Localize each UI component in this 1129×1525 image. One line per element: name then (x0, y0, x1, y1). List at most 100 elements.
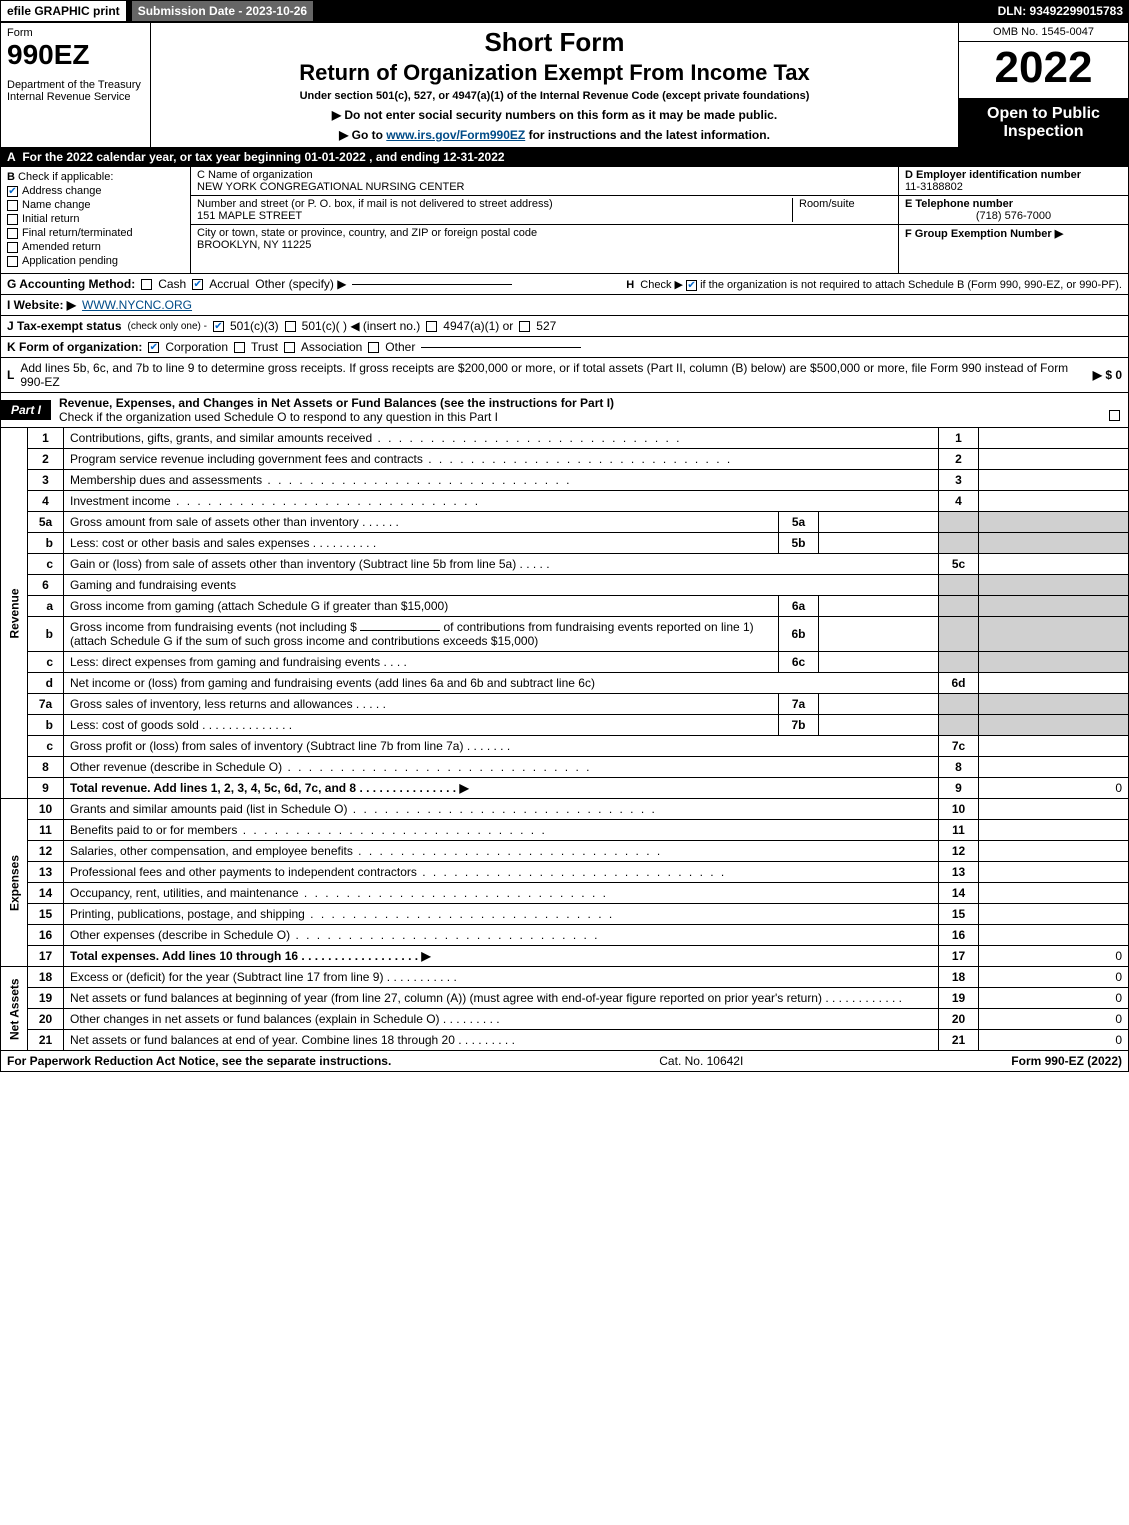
line-num: 10 (28, 799, 64, 820)
line-rnum: 8 (939, 757, 979, 778)
checkbox-icon[interactable] (285, 321, 296, 332)
row-g: G Accounting Method: Cash ✔Accrual Other… (1, 274, 1128, 295)
col-b-caption: Check if applicable: (18, 171, 113, 183)
line-rval (979, 757, 1129, 778)
line-rnum: 14 (939, 883, 979, 904)
checkbox-icon[interactable]: ✔ (192, 279, 203, 290)
line-rval: 0 (979, 946, 1129, 967)
checkbox-icon[interactable] (368, 342, 379, 353)
chk-application-pending[interactable]: Application pending (7, 255, 184, 267)
row-j: J Tax-exempt status (check only one) - ✔… (1, 316, 1128, 337)
line-num: 2 (28, 449, 64, 470)
line-text: Gross income from gaming (attach Schedul… (64, 596, 779, 617)
row-a: A For the 2022 calendar year, or tax yea… (0, 148, 1129, 167)
line-midbox: 6c (779, 652, 819, 673)
line-rval (979, 470, 1129, 491)
line-text: Gaming and fundraising events (64, 575, 939, 596)
checkbox-icon[interactable] (519, 321, 530, 332)
line-rval-gray (979, 533, 1129, 554)
line-midbox: 7b (779, 715, 819, 736)
line-text: Gross profit or (loss) from sales of inv… (64, 736, 939, 757)
line-4: 4 Investment income 4 (1, 491, 1129, 512)
blank-line[interactable] (360, 630, 440, 631)
checkbox-icon[interactable]: ✔ (686, 280, 697, 291)
line-midval (819, 596, 939, 617)
line-15: 15 Printing, publications, postage, and … (1, 904, 1129, 925)
line-rnum-gray (939, 596, 979, 617)
row-h-text1: Check ▶ (640, 279, 683, 291)
checkbox-icon[interactable]: ✔ (148, 342, 159, 353)
line-rval-gray (979, 512, 1129, 533)
checkbox-icon[interactable] (1109, 410, 1120, 421)
chk-amended-return[interactable]: Amended return (7, 241, 184, 253)
line-rval-gray (979, 652, 1129, 673)
row-l-label: L (7, 368, 14, 382)
checkbox-icon[interactable] (141, 279, 152, 290)
line-num: c (28, 736, 64, 757)
checkbox-icon[interactable] (426, 321, 437, 332)
chk-name-change[interactable]: Name change (7, 199, 184, 211)
title-short-form: Short Form (159, 27, 950, 58)
line-6a: a Gross income from gaming (attach Sched… (1, 596, 1129, 617)
website-link[interactable]: WWW.NYCNC.ORG (82, 298, 192, 312)
line-rnum: 17 (939, 946, 979, 967)
checkbox-icon[interactable] (234, 342, 245, 353)
line-text: Printing, publications, postage, and shi… (64, 904, 939, 925)
line-6d: d Net income or (loss) from gaming and f… (1, 673, 1129, 694)
line-num: b (28, 533, 64, 554)
chk-initial-return[interactable]: Initial return (7, 213, 184, 225)
line-rnum-gray (939, 512, 979, 533)
opt-501c: 501(c)( ) ◀ (insert no.) (302, 319, 421, 333)
line-rval (979, 925, 1129, 946)
line-6b: b Gross income from fundraising events (… (1, 617, 1129, 652)
line-rnum: 2 (939, 449, 979, 470)
line-num: 11 (28, 820, 64, 841)
efile-print[interactable]: efile GRAPHIC print (0, 0, 127, 22)
chk-address-change[interactable]: ✔Address change (7, 185, 184, 197)
chk-final-return[interactable]: Final return/terminated (7, 227, 184, 239)
col-b-heading: B (7, 171, 15, 183)
rows-ghijkl: G Accounting Method: Cash ✔Accrual Other… (0, 274, 1129, 393)
line-9: 9 Total revenue. Add lines 1, 2, 3, 4, 5… (1, 778, 1129, 799)
row-j-note: (check only one) - (128, 321, 207, 332)
other-org-line[interactable] (421, 347, 581, 348)
ein-value: 11-3188802 (905, 181, 1122, 193)
lines-table: Revenue 1 Contributions, gifts, grants, … (0, 428, 1129, 1051)
line-rnum-gray (939, 694, 979, 715)
line-rnum: 6d (939, 673, 979, 694)
opt-accrual: Accrual (209, 277, 249, 291)
line-num: 21 (28, 1030, 64, 1051)
line-text: Occupancy, rent, utilities, and maintena… (64, 883, 939, 904)
line-rnum: 4 (939, 491, 979, 512)
line-text: Gain or (loss) from sale of assets other… (64, 554, 939, 575)
opt-527: 527 (536, 319, 556, 333)
checkbox-icon (7, 242, 18, 253)
form-header: Form 990EZ Department of the Treasury In… (0, 22, 1129, 148)
instr-goto-link[interactable]: www.irs.gov/Form990EZ (386, 128, 525, 142)
line-text: Other changes in net assets or fund bala… (64, 1009, 939, 1030)
telephone-value: (718) 576-7000 (905, 210, 1122, 222)
line-text: Program service revenue including govern… (64, 449, 939, 470)
part1-title-text: Revenue, Expenses, and Changes in Net As… (59, 396, 614, 410)
line-rnum: 9 (939, 778, 979, 799)
line-6: 6 Gaming and fundraising events (1, 575, 1129, 596)
row-a-text: For the 2022 calendar year, or tax year … (22, 150, 504, 164)
other-specify-line[interactable] (352, 284, 512, 285)
row-i: I Website: ▶ WWW.NYCNC.ORG (1, 295, 1128, 316)
line-rnum: 13 (939, 862, 979, 883)
checkbox-icon[interactable] (284, 342, 295, 353)
line-rval: 0 (979, 778, 1129, 799)
checkbox-icon[interactable]: ✔ (213, 321, 224, 332)
line-text: Other revenue (describe in Schedule O) (64, 757, 939, 778)
line-num: b (28, 617, 64, 652)
opt-corporation: Corporation (165, 340, 228, 354)
line-midval (819, 617, 939, 652)
form-header-center: Short Form Return of Organization Exempt… (151, 23, 958, 147)
line-rval-gray (979, 694, 1129, 715)
line-rnum: 3 (939, 470, 979, 491)
line-midval (819, 533, 939, 554)
line-5b: b Less: cost or other basis and sales ex… (1, 533, 1129, 554)
line-midval (819, 715, 939, 736)
footer-center: Cat. No. 10642I (391, 1054, 1011, 1068)
opt-trust: Trust (251, 340, 278, 354)
